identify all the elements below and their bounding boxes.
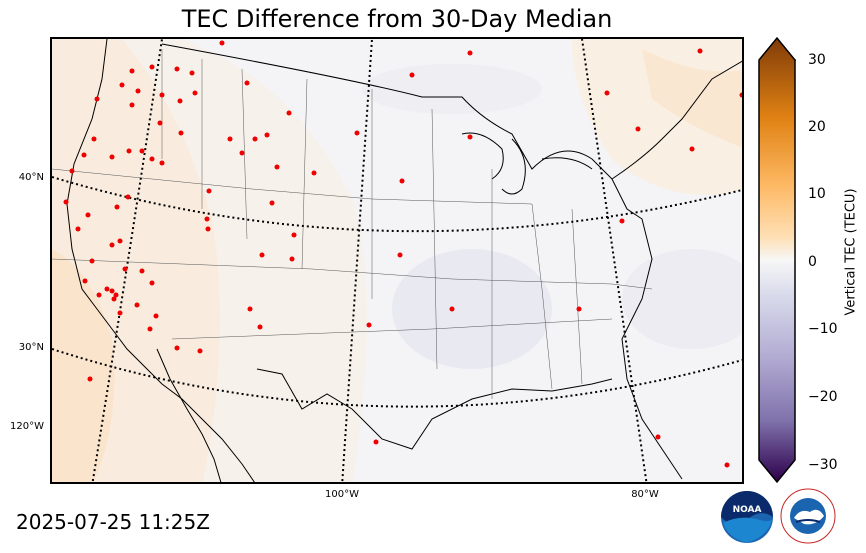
noaa-logo: NOAA — [721, 491, 773, 543]
nws-logo — [780, 488, 836, 544]
lon-label-100w: 100°W — [325, 489, 359, 500]
lon-label-80w: 80°W — [631, 489, 659, 500]
colorbar-label: Vertical TEC (TECU) — [843, 188, 859, 316]
colorbar-tick-neg10: −10 — [808, 321, 838, 337]
timestamp: 2025-07-25 11:25Z — [16, 510, 210, 534]
lat-label-30n: 30°N — [18, 342, 44, 353]
colorbar-tick-10: 10 — [808, 186, 826, 202]
chart-title: TEC Difference from 30-Day Median — [181, 5, 613, 33]
colorbar-tick-20: 20 — [808, 119, 826, 135]
lon-label-120w: 120°W — [10, 421, 44, 432]
colorbar-tick-neg30: −30 — [808, 457, 838, 473]
colorbar — [758, 36, 796, 484]
svg-text:NOAA: NOAA — [733, 505, 762, 515]
lat-label-40n: 40°N — [18, 172, 44, 183]
tec-map — [50, 37, 744, 484]
colorbar-tick-30: 30 — [808, 52, 826, 68]
colorbar-tick-neg20: −20 — [808, 389, 838, 405]
colorbar-tick-0: 0 — [808, 254, 817, 270]
